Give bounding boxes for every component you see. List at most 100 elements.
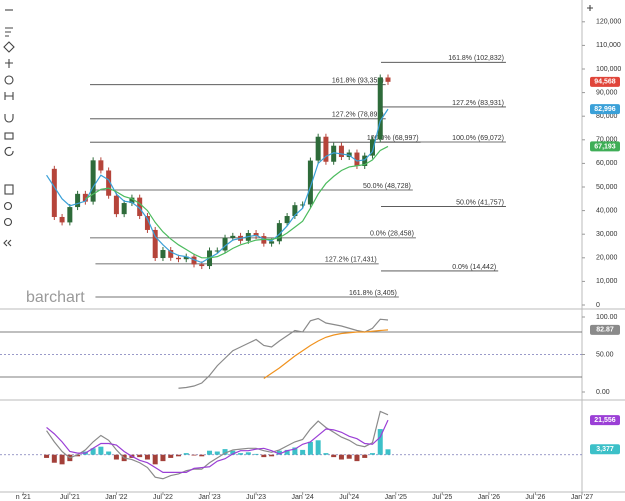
candle — [222, 237, 228, 251]
price-badge-label: 3,377 — [596, 446, 614, 453]
histogram-bar — [191, 454, 197, 456]
candle — [214, 250, 220, 252]
candle — [183, 256, 189, 260]
fib-label: 161.8% (93,353) — [332, 78, 384, 85]
zoom-out-tool[interactable] — [3, 217, 13, 227]
histogram-bar — [323, 453, 329, 455]
y-tick-label: 0 — [596, 302, 600, 309]
candle — [284, 216, 290, 224]
price-badge — [590, 324, 620, 335]
candle — [354, 152, 360, 166]
y-tick-label: 100.00 — [596, 314, 618, 321]
add-tool[interactable] — [587, 5, 593, 11]
x-tick-label: Jan '24 — [291, 494, 313, 501]
candle — [113, 195, 119, 215]
histogram-bar — [385, 449, 391, 455]
histogram-bar — [369, 453, 375, 455]
candle — [230, 235, 236, 238]
histogram-bar — [238, 453, 244, 455]
price-badge — [590, 104, 620, 115]
toolbar-bg — [0, 0, 18, 260]
shape-tool[interactable] — [3, 41, 15, 53]
x-tick-label: Jul '25 — [432, 494, 452, 501]
histogram-bar — [160, 454, 166, 462]
price-badge — [590, 444, 620, 455]
cross-tool[interactable] — [5, 59, 13, 68]
histogram-bar — [90, 448, 96, 455]
price-badge-label: 67,193 — [594, 143, 616, 150]
histogram-bar — [51, 454, 57, 463]
candle — [323, 136, 329, 162]
fib-label: 127.2% (17,431) — [325, 257, 377, 264]
histogram-bar — [137, 454, 143, 458]
price-badge — [590, 415, 620, 426]
candle — [307, 160, 313, 205]
lines-tool[interactable] — [5, 27, 13, 37]
fib-tool[interactable] — [4, 92, 14, 100]
candle — [269, 241, 275, 244]
histogram-bar — [44, 454, 50, 458]
candle — [338, 145, 344, 158]
toolbar — [0, 0, 593, 260]
collapse-tool[interactable] — [3, 239, 12, 247]
histogram-bar — [284, 449, 290, 455]
histogram-bar — [346, 454, 352, 459]
candle — [253, 233, 259, 237]
fib-label: 161.8% (3,405) — [349, 290, 397, 297]
fib-label: 0.0% (14,442) — [452, 264, 496, 271]
y-tick-label: 100,000 — [596, 66, 621, 73]
candle — [385, 77, 391, 82]
y-tick-label: 20,000 — [596, 255, 618, 262]
fib-label: 100.0% (69,072) — [452, 135, 504, 142]
x-tick-label: Jul '24 — [339, 494, 359, 501]
delete-tool[interactable] — [4, 184, 14, 195]
candle — [300, 204, 306, 206]
candle — [152, 229, 158, 259]
histogram-bar — [222, 449, 228, 455]
x-tick-label: Jul '21 — [60, 494, 80, 501]
undo-tool[interactable] — [4, 146, 14, 157]
histogram-bar — [168, 454, 174, 458]
fib-label: 0.0% (28,458) — [370, 231, 414, 238]
histogram-bar — [59, 454, 65, 465]
circle-tool[interactable] — [4, 75, 14, 85]
watermark: barchart — [26, 289, 85, 306]
candle — [59, 216, 65, 223]
price-badge — [590, 76, 620, 87]
histogram-bar — [315, 440, 321, 455]
price-badge-label: 82.87 — [596, 327, 614, 334]
price-badge-label: 21,556 — [594, 417, 616, 424]
histogram-bar — [214, 451, 220, 455]
x-tick-label: Jan '25 — [385, 494, 407, 501]
x-tick-label: Jul '26 — [525, 494, 545, 501]
y-tick-label: 50,000 — [596, 184, 618, 191]
series-line — [46, 410, 389, 480]
x-tick-label: Jan '26 — [478, 494, 500, 501]
candle — [175, 257, 181, 260]
magnet-tool[interactable] — [4, 114, 14, 123]
histogram-bar — [300, 449, 306, 455]
histogram-bar — [75, 454, 81, 457]
series-line — [85, 145, 389, 259]
histogram-bar — [230, 450, 236, 455]
series-line — [263, 329, 389, 379]
candle — [191, 256, 197, 265]
zoom-in-tool[interactable] — [3, 201, 13, 211]
histogram-bar — [261, 454, 267, 458]
y-tick-label: 60,000 — [596, 160, 618, 167]
candle — [51, 168, 57, 217]
x-tick-label: Jul '23 — [246, 494, 266, 501]
histogram-bar — [144, 454, 150, 460]
histogram-bar — [207, 450, 213, 455]
series-line — [46, 419, 389, 473]
y-tick-label: 120,000 — [596, 19, 621, 26]
candle — [199, 264, 205, 267]
candle — [82, 193, 88, 202]
y-tick-label: 10,000 — [596, 278, 618, 285]
lock-tool[interactable] — [4, 132, 14, 140]
y-tick-label: 50.00 — [596, 351, 614, 358]
histogram-bar — [253, 453, 259, 455]
fib-label: 100.0% (68,997) — [367, 135, 419, 142]
candle — [315, 136, 321, 161]
